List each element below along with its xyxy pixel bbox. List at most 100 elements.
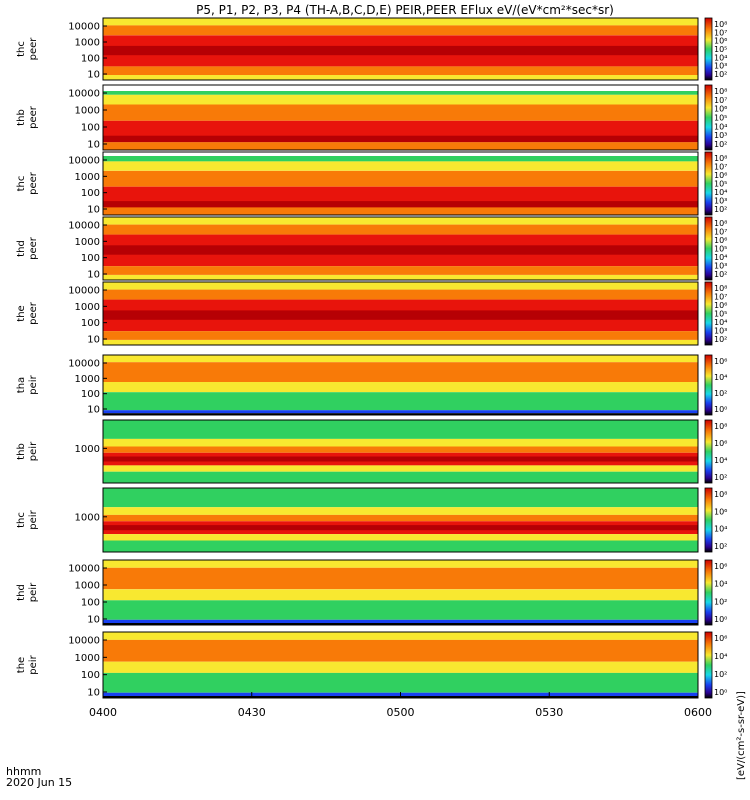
colorbar-tick-label: 10² [714,670,727,679]
colorbar-tick-label: 10³ [714,131,727,140]
panel-frame [102,354,699,416]
y-tick-label: 1000 [75,172,100,183]
colorbar-unit-label: [eV/(cm²-s-sr-eV)] [736,691,747,780]
colorbar-tick-label: 10⁸ [714,219,727,228]
y-tick-label: 100 [81,598,100,609]
spectrogram-band [103,282,698,290]
y-tick-label: 10 [87,70,100,81]
y-tick-label: 100 [81,253,100,264]
y-tick-label: 10000 [68,156,100,167]
y-tick-label: 10 [87,405,100,416]
panel-frame [102,281,699,346]
spectrogram-band [103,266,698,275]
spectrogram-band [103,66,698,76]
colorbar-tick-label: 10⁰ [714,405,727,414]
spectrogram-band [103,514,698,522]
panel-ylabel-probe: thd [16,584,27,601]
colorbar-tick-label: 10⁶ [714,562,727,571]
colorbar-tick-label: 10³ [714,197,727,206]
panel-ylabel-probe: the [16,305,27,321]
y-tick-label: 10000 [68,636,100,647]
y-tick-label: 100 [81,318,100,329]
y-tick-label: 10 [87,335,100,346]
colorbar-tick-label: 10⁴ [714,318,727,327]
panel-group: thc peer1000010001001010⁸10⁷10⁶10⁵10⁴10³1… [16,17,727,699]
spectrogram-panel: thc peer 10000 1000 100 10 10⁸10⁷10⁶10⁵10⁴10³1… [16,151,727,216]
y-tick-label: 1000 [75,374,100,385]
colorbar [704,151,713,216]
panel-ylabel-instrument: peer [28,171,39,195]
date-label: 2020 Jun 15 [6,776,72,789]
spectrogram-panel: tha peir 10000 1000 100 10 10⁶ 10⁴ 10² 10⁰ [16,354,727,416]
spectrogram-band [103,534,698,541]
y-tick-label: 100 [81,54,100,65]
spectrogram-band [103,392,698,411]
panel-ylabel-instrument: peir [28,654,39,674]
colorbar-tick-label: 10⁴ [714,373,727,382]
colorbar-tick-label: 10⁴ [714,580,727,589]
panel-ylabel-instrument: peer [28,301,39,325]
colorbar-tick-label: 10² [714,205,727,214]
colorbar-tick-label: 10⁴ [714,53,727,62]
colorbar-tick-label: 10² [714,335,727,344]
time-label: hhmm [6,765,41,778]
panel-frame [102,559,699,626]
colorbar-tick-label: 10⁷ [714,228,727,237]
y-tick-label: 10000 [68,22,100,33]
spectrogram-band [103,410,698,414]
colorbar-tick-label: 10⁴ [714,456,727,465]
spectrogram-band [103,245,698,255]
spectrogram-band [103,632,698,640]
colorbar-tick-label: 10⁶ [714,507,727,516]
spectrogram-band [103,331,698,340]
y-tick-label: 1000 [75,653,100,664]
spectrogram-band [103,161,698,171]
colorbar-tick-label: 10⁸ [714,154,727,163]
y-tick-label: 1000 [75,237,100,248]
colorbar [704,17,713,81]
colorbar [704,559,713,626]
colorbar-tick-label: 10⁶ [714,236,727,245]
colorbar-tick-label: 10⁴ [714,525,727,534]
spectrogram-band [103,446,698,453]
y-tick-label: 10 [87,615,100,626]
spectrogram-band [103,217,698,225]
spectrogram-band [103,488,698,508]
panel-ylabel-probe: thb [16,109,27,126]
spectrogram-band [103,382,698,393]
spectrogram-band [103,75,698,80]
colorbar-tick-label: 10⁷ [714,163,727,172]
y-tick-label: 10000 [68,221,100,232]
colorbar-tick-label: 10⁶ [714,105,727,114]
figure-title: P5, P1, P2, P3, P4 (TH-A,B,C,D,E) PEIR,P… [196,3,614,17]
y-tick-label: 10 [87,140,100,151]
spectrogram-band [103,507,698,515]
colorbar-tick-label: 10² [714,542,727,551]
colorbar-tick-label: 10⁸ [714,422,727,431]
panel-frame [102,487,699,553]
spectrogram-band [103,661,698,673]
spectrogram-panel: thd peer 10000 1000 100 10 10⁸10⁷10⁶10⁵10⁴10³1… [16,216,727,281]
spectrogram-band [103,201,698,208]
colorbar-tick-label: 10⁴ [714,188,727,197]
spectrogram-panel: thc peir 1000 10⁸ 10⁶ 10⁴ 10² [16,487,727,553]
spectrogram-panel: the peir 10000 1000 100 10 10⁶ 10⁴ 10² 10⁰ [16,631,727,699]
y-tick-label: 100 [81,123,100,134]
colorbar-tick-label: 10² [714,389,727,398]
colorbar [704,84,713,151]
colorbar-tick-label: 10⁴ [714,253,727,262]
colorbar-tick-label: 10⁷ [714,293,727,302]
spectrogram-band [103,465,698,472]
y-tick-label: 10000 [68,286,100,297]
spectrogram-band [103,639,698,662]
colorbar-tick-label: 10⁰ [714,688,727,697]
spectrogram-band [103,45,698,56]
colorbar-tick-label: 10⁶ [714,634,727,643]
spectrogram-band [103,224,698,235]
spectrogram-band [103,135,698,143]
y-tick-label: 1000 [75,444,100,455]
colorbar-tick-label: 10⁷ [714,28,727,37]
spectrogram-band [103,438,698,447]
spectrogram-band [103,672,698,693]
colorbar-tick-label: 10² [714,140,727,149]
